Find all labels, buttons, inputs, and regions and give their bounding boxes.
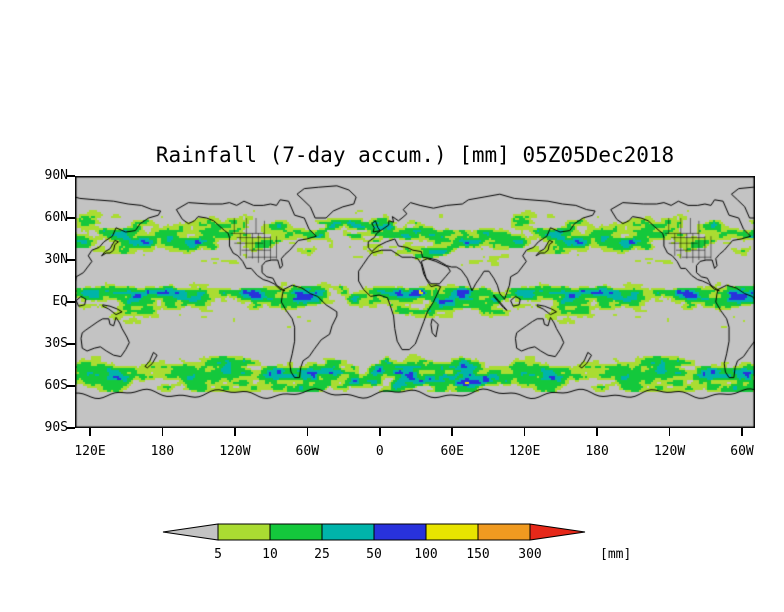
y-axis-label: 60S — [44, 378, 68, 393]
x-axis-label: 60W — [295, 444, 320, 459]
legend-tick-label: 300 — [518, 547, 541, 562]
x-axis-tick — [161, 428, 164, 436]
legend-tick-label: 150 — [466, 547, 489, 562]
x-axis-label: 180 — [150, 444, 175, 459]
legend-arrow-above-max — [529, 523, 586, 541]
y-axis-label: 30N — [44, 252, 68, 267]
x-axis-label: 180 — [585, 444, 609, 459]
legend-segment — [425, 523, 479, 541]
y-axis-tick — [67, 301, 75, 303]
x-axis-label: 120E — [509, 444, 541, 459]
legend-segment — [477, 523, 531, 541]
x-axis-label: 120W — [219, 444, 251, 459]
y-axis-tick — [67, 343, 75, 345]
legend-unit-label: [mm] — [600, 547, 632, 562]
x-axis-tick — [306, 428, 309, 436]
y-axis-tick — [67, 175, 75, 177]
x-axis-tick — [234, 428, 236, 436]
x-axis-tick — [523, 428, 526, 436]
legend-tick-label: 25 — [314, 547, 330, 562]
x-axis-tick — [596, 428, 598, 436]
x-axis-label: 120E — [74, 444, 106, 459]
legend-tick-label: 50 — [366, 547, 382, 562]
y-axis-tick — [67, 217, 75, 219]
x-axis-label: 0 — [375, 444, 384, 459]
legend-segment — [217, 523, 271, 541]
legend-segment — [373, 523, 427, 541]
x-axis-tick — [379, 428, 381, 436]
legend-tick-label: 10 — [262, 547, 278, 562]
y-axis-label: 30S — [44, 336, 68, 351]
x-axis-label: 60W — [730, 444, 754, 459]
y-axis-label: EQ — [52, 294, 68, 309]
x-axis-tick — [668, 428, 671, 436]
legend-tick-label: 100 — [414, 547, 437, 562]
y-axis-tick — [67, 385, 75, 387]
y-axis-tick — [67, 427, 75, 429]
legend-tick-label: 5 — [214, 547, 222, 562]
y-axis-label: 60N — [44, 210, 68, 225]
x-axis-label: 120W — [653, 444, 686, 459]
plot-title: Rainfall (7-day accum.) [mm] 05Z05Dec201… — [155, 143, 675, 167]
x-axis-tick — [89, 428, 91, 436]
x-axis-tick — [451, 428, 453, 436]
rainfall-map — [75, 176, 755, 428]
y-axis-label: 90N — [44, 168, 68, 183]
legend-segment — [321, 523, 375, 541]
x-axis-label: 60E — [440, 444, 464, 459]
legend-arrow-below-min — [162, 523, 219, 541]
y-axis-label: 90S — [44, 420, 68, 435]
x-axis-tick — [741, 428, 743, 436]
color-legend: 5 10 25 50 100 150 300 — [162, 523, 586, 562]
legend-segment — [269, 523, 323, 541]
y-axis-tick — [67, 259, 75, 261]
